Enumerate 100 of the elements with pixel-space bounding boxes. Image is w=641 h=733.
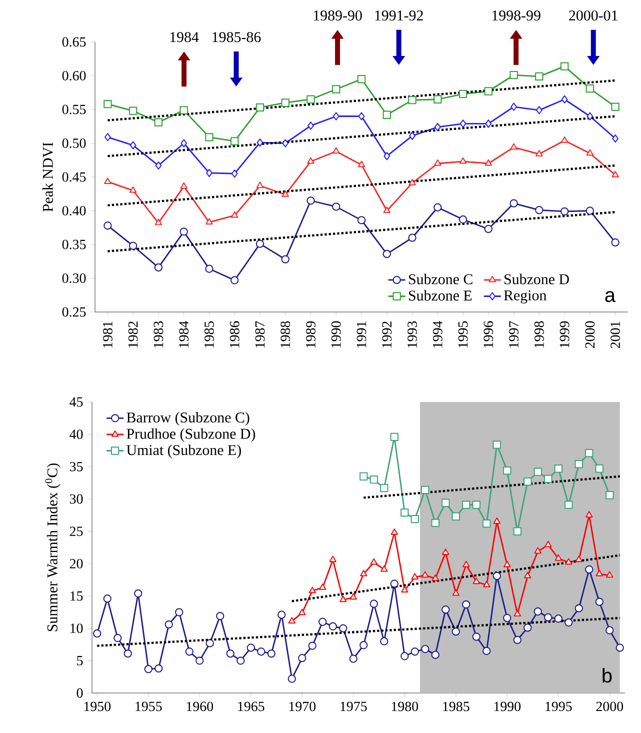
point bbox=[256, 182, 264, 188]
point bbox=[432, 574, 439, 581]
point bbox=[267, 649, 276, 658]
x-tick-label: 1990 bbox=[494, 702, 521, 712]
point bbox=[130, 141, 136, 150]
point bbox=[616, 644, 624, 652]
x-tick-label: 1982 bbox=[128, 322, 138, 348]
point bbox=[503, 614, 512, 622]
point bbox=[329, 556, 336, 562]
legend-label: Region bbox=[504, 290, 546, 304]
point bbox=[606, 626, 614, 634]
text: 1998-99 bbox=[492, 10, 540, 21]
point bbox=[554, 554, 562, 561]
annotation: 1984 bbox=[170, 32, 199, 42]
point bbox=[482, 519, 491, 528]
y-tick-label: 25 bbox=[70, 526, 83, 536]
point bbox=[410, 648, 419, 656]
y-tick-label: 0.25 bbox=[62, 307, 86, 317]
point bbox=[534, 607, 542, 616]
point bbox=[104, 100, 112, 108]
x-tick-label: 1989 bbox=[306, 321, 316, 348]
x-tick-label: 1995 bbox=[546, 702, 572, 712]
annotation: a bbox=[605, 291, 616, 302]
point bbox=[180, 106, 188, 114]
x-tick-label: 2000 bbox=[585, 321, 595, 348]
x-tick-label: 1980 bbox=[392, 702, 418, 712]
point bbox=[574, 604, 583, 612]
point bbox=[611, 238, 620, 247]
point bbox=[298, 654, 306, 662]
point bbox=[586, 112, 594, 120]
point bbox=[185, 648, 194, 656]
point bbox=[452, 512, 460, 521]
point bbox=[384, 152, 390, 160]
point bbox=[561, 95, 568, 104]
point bbox=[180, 139, 188, 148]
point bbox=[524, 572, 532, 578]
point bbox=[564, 500, 573, 509]
point bbox=[612, 170, 619, 178]
point bbox=[554, 464, 562, 473]
point bbox=[434, 159, 442, 166]
point bbox=[380, 637, 388, 646]
x-tick-label: 1997 bbox=[509, 321, 518, 348]
point bbox=[535, 72, 544, 81]
point bbox=[154, 118, 163, 126]
x-tick-label: 1965 bbox=[238, 702, 264, 712]
point bbox=[434, 95, 442, 104]
point bbox=[216, 612, 224, 620]
point bbox=[128, 106, 138, 115]
y-tick-label: 30 bbox=[70, 494, 83, 504]
legend-label: Subzone E bbox=[409, 290, 472, 301]
point bbox=[536, 150, 543, 156]
point bbox=[560, 207, 569, 216]
point bbox=[585, 449, 594, 458]
point bbox=[442, 605, 450, 614]
legend-label: Prudhoe (Subzone D) bbox=[126, 428, 256, 442]
y-tick-label: 0.50 bbox=[62, 138, 86, 148]
legend-label: Umiat (Subzone E) bbox=[126, 444, 241, 458]
y-tick-label: 0.55 bbox=[62, 104, 86, 114]
point bbox=[554, 614, 562, 623]
point bbox=[513, 527, 522, 536]
point bbox=[462, 560, 470, 568]
point bbox=[282, 190, 289, 197]
x-tick-label: 1993 bbox=[408, 321, 417, 348]
point bbox=[154, 263, 163, 272]
x-tick-label: 1983 bbox=[154, 321, 164, 348]
legend-label: Barrow (Subzone C) bbox=[126, 412, 250, 426]
point bbox=[256, 240, 264, 248]
y-axis-title: Peak NDVI bbox=[42, 142, 53, 212]
point bbox=[358, 112, 365, 120]
point bbox=[586, 84, 594, 93]
x-tick-label: 1985 bbox=[443, 702, 470, 712]
point bbox=[350, 593, 357, 600]
point bbox=[360, 641, 368, 650]
y-tick-label: 0.30 bbox=[62, 274, 86, 283]
point bbox=[318, 618, 327, 626]
point bbox=[104, 133, 111, 142]
point bbox=[154, 218, 162, 226]
point bbox=[288, 674, 296, 683]
point bbox=[536, 106, 542, 114]
point bbox=[472, 632, 480, 641]
point bbox=[370, 476, 378, 484]
point bbox=[462, 600, 470, 608]
point bbox=[460, 120, 466, 128]
x-tick-label: 1986 bbox=[230, 321, 240, 348]
y-tick-label: 0.45 bbox=[62, 172, 86, 182]
point bbox=[332, 147, 340, 154]
point bbox=[462, 500, 470, 509]
point bbox=[524, 624, 532, 632]
point bbox=[134, 589, 142, 598]
point bbox=[586, 511, 593, 518]
y-tick-label: 20 bbox=[70, 558, 83, 568]
point bbox=[544, 613, 552, 622]
point bbox=[401, 586, 408, 592]
point bbox=[328, 622, 337, 630]
x-tick-label: 1970 bbox=[289, 702, 316, 712]
point bbox=[458, 90, 468, 98]
point bbox=[510, 199, 518, 208]
point bbox=[485, 120, 492, 128]
point bbox=[357, 75, 366, 84]
point bbox=[560, 136, 568, 143]
